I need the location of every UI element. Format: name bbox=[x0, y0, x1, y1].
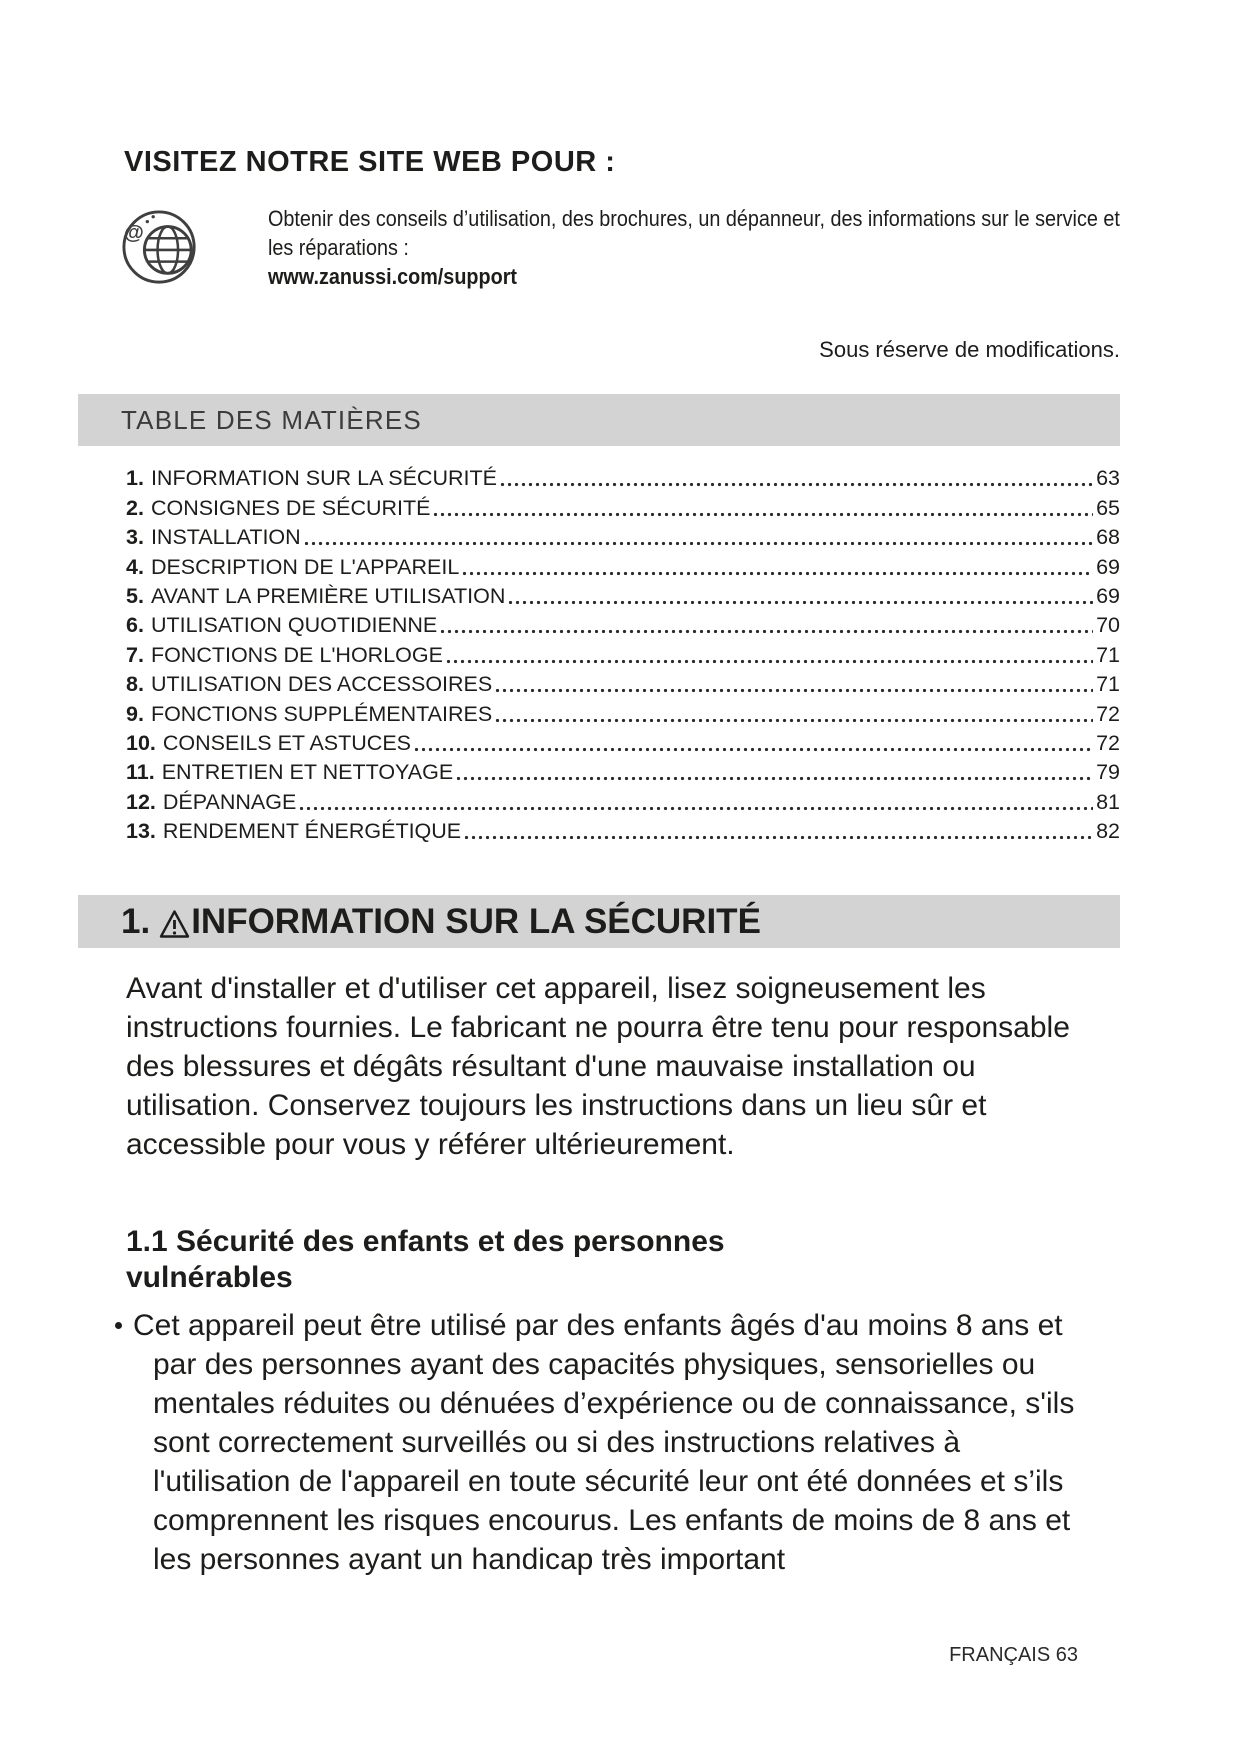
toc-entry-page: 65 bbox=[1096, 495, 1120, 520]
toc-leader-dots bbox=[494, 688, 1094, 694]
toc-leader-dots bbox=[298, 805, 1094, 811]
footer-language: FRANÇAIS bbox=[949, 1644, 1051, 1666]
toc-entry-page: 70 bbox=[1096, 613, 1120, 638]
toc-entry-title: INSTALLATION bbox=[150, 525, 301, 550]
subsection-title: 1.1 Sécurité des enfants et des personne… bbox=[126, 1225, 725, 1294]
toc-leader-dots bbox=[413, 746, 1094, 752]
toc-entry-title: INFORMATION SUR LA SÉCURITÉ bbox=[150, 466, 497, 491]
section-header: 1. INFORMATION SUR LA SÉCURITÉ bbox=[78, 895, 1120, 948]
toc-entry-title: RENDEMENT ÉNERGÉTIQUE bbox=[162, 819, 462, 844]
toc-entry-title: FONCTIONS SUPPLÉMENTAIRES bbox=[150, 701, 493, 726]
toc-header: TABLE DES MATIÈRES bbox=[78, 394, 1120, 446]
svg-text:@: @ bbox=[124, 221, 144, 244]
toc-entry: 12. DÉPANNAGE 81 bbox=[126, 785, 1120, 814]
toc-entry-number: 6. bbox=[126, 613, 144, 638]
toc-leader-dots bbox=[507, 599, 1094, 605]
toc-entry-page: 68 bbox=[1096, 525, 1120, 550]
toc-entry-page: 81 bbox=[1096, 789, 1120, 814]
toc-entry-title: AVANT LA PREMIÈRE UTILISATION bbox=[150, 583, 506, 608]
toc-entry: 8. UTILISATION DES ACCESSOIRES 71 bbox=[126, 668, 1120, 697]
globe-at-icon: @ bbox=[121, 208, 199, 286]
toc-entry-title: UTILISATION QUOTIDIENNE bbox=[150, 613, 438, 638]
toc-entry-title: CONSEILS ET ASTUCES bbox=[162, 730, 412, 755]
toc-entry: 11. ENTRETIEN ET NETTOYAGE 79 bbox=[126, 756, 1120, 785]
toc-leader-dots bbox=[463, 835, 1094, 841]
toc-entry-page: 69 bbox=[1096, 554, 1120, 579]
toc-header-title: TABLE DES MATIÈRES bbox=[121, 404, 422, 435]
toc-entry-page: 69 bbox=[1096, 583, 1120, 608]
toc-entry-title: ENTRETIEN ET NETTOYAGE bbox=[161, 760, 454, 785]
toc-entry: 3. INSTALLATION 68 bbox=[126, 521, 1120, 550]
section-title: INFORMATION SUR LA SÉCURITÉ bbox=[191, 901, 761, 941]
toc-leader-dots bbox=[498, 482, 1094, 488]
bullet-text: Cet appareil peut être utilisé par des e… bbox=[133, 1309, 1075, 1576]
toc-entry: 4. DESCRIPTION DE L'APPAREIL 69 bbox=[126, 550, 1120, 579]
toc-entry-number: 12. bbox=[126, 789, 156, 814]
toc-entry-number: 8. bbox=[126, 672, 144, 697]
page-title: VISITEZ NOTRE SITE WEB POUR : bbox=[124, 146, 616, 178]
toc-entry: 5. AVANT LA PREMIÈRE UTILISATION 69 bbox=[126, 580, 1120, 609]
toc-entry-page: 72 bbox=[1096, 701, 1120, 726]
section-number: 1. bbox=[121, 901, 151, 941]
bullet-marker bbox=[115, 1322, 122, 1329]
toc-entry-number: 3. bbox=[126, 525, 144, 550]
toc-leader-dots bbox=[461, 570, 1094, 576]
bullet-item: Cet appareil peut être utilisé par des e… bbox=[115, 1306, 1088, 1579]
toc-entry: 2. CONSIGNES DE SÉCURITÉ 65 bbox=[126, 491, 1120, 520]
toc-entry: 7. FONCTIONS DE L'HORLOGE 71 bbox=[126, 638, 1120, 667]
toc-entry-number: 4. bbox=[126, 554, 144, 579]
toc-entry: 13. RENDEMENT ÉNERGÉTIQUE 82 bbox=[126, 815, 1120, 844]
toc-entry: 10. CONSEILS ET ASTUCES 72 bbox=[126, 727, 1120, 756]
toc-entry-number: 5. bbox=[126, 583, 144, 608]
toc-entry-number: 13. bbox=[126, 819, 156, 844]
toc-list: 1. INFORMATION SUR LA SÉCURITÉ 63 2. CON… bbox=[126, 462, 1120, 844]
toc-entry: 6. UTILISATION QUOTIDIENNE 70 bbox=[126, 609, 1120, 638]
toc-entry-title: CONSIGNES DE SÉCURITÉ bbox=[150, 495, 431, 520]
toc-entry-title: FONCTIONS DE L'HORLOGE bbox=[150, 642, 443, 667]
toc-entry-number: 11. bbox=[126, 760, 155, 785]
toc-entry-page: 71 bbox=[1096, 642, 1120, 667]
toc-entry: 1. INFORMATION SUR LA SÉCURITÉ 63 bbox=[126, 462, 1120, 491]
toc-leader-dots bbox=[439, 629, 1094, 635]
toc-leader-dots bbox=[302, 541, 1094, 547]
toc-leader-dots bbox=[432, 511, 1094, 517]
toc-entry-number: 2. bbox=[126, 495, 144, 520]
page-footer: FRANÇAIS 63 bbox=[0, 1644, 1078, 1667]
toc-entry: 9. FONCTIONS SUPPLÉMENTAIRES 72 bbox=[126, 697, 1120, 726]
toc-entry-page: 71 bbox=[1096, 672, 1120, 697]
toc-entry-number: 1. bbox=[126, 466, 144, 491]
toc-entry-page: 72 bbox=[1096, 730, 1120, 755]
bullet-list: Cet appareil peut être utilisé par des e… bbox=[0, 1306, 1241, 1579]
warning-triangle-icon bbox=[159, 909, 190, 939]
toc-entry-title: DESCRIPTION DE L'APPAREIL bbox=[150, 554, 460, 579]
website-info: Obtenir des conseils d’utilisation, des … bbox=[268, 204, 1132, 291]
toc-entry-page: 79 bbox=[1096, 760, 1120, 785]
toc-leader-dots bbox=[494, 717, 1094, 723]
toc-leader-dots bbox=[444, 658, 1094, 664]
website-url: www.zanussi.com/support bbox=[268, 264, 518, 289]
modifications-notice: Sous réserve de modifications. bbox=[819, 337, 1120, 362]
toc-leader-dots bbox=[455, 776, 1094, 782]
toc-entry-page: 82 bbox=[1096, 819, 1120, 844]
website-description: Obtenir des conseils d’utilisation, des … bbox=[268, 206, 1120, 260]
toc-entry-number: 10. bbox=[126, 730, 156, 755]
toc-entry-title: DÉPANNAGE bbox=[162, 789, 297, 814]
toc-entry-number: 9. bbox=[126, 701, 144, 726]
toc-entry-page: 63 bbox=[1096, 466, 1120, 491]
toc-entry-title: UTILISATION DES ACCESSOIRES bbox=[150, 672, 493, 697]
toc-entry-number: 7. bbox=[126, 642, 144, 667]
footer-page-number: 63 bbox=[1055, 1644, 1078, 1666]
section-intro: Avant d'installer et d'utiliser cet appa… bbox=[126, 972, 1070, 1161]
